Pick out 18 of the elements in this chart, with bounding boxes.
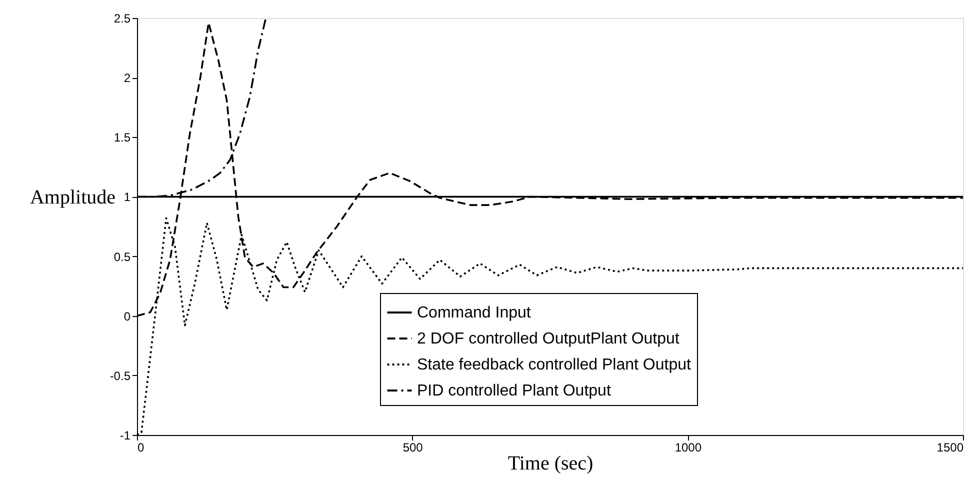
legend-label: Command Input xyxy=(417,304,532,322)
y-tick-label: 0.5 xyxy=(114,250,131,264)
y-tick-label: -0.5 xyxy=(110,368,131,383)
y-tick-label: 2.5 xyxy=(114,12,131,26)
x-tick-label: 1000 xyxy=(674,440,702,454)
y-tick-label: 1.5 xyxy=(114,130,131,145)
x-tick-label: 1500 xyxy=(936,440,964,454)
y-tick-label: 0 xyxy=(124,309,131,324)
x-tick-label: 0 xyxy=(138,440,144,454)
legend-label: PID controlled Plant Output xyxy=(417,382,612,400)
y-tick-label: 2 xyxy=(124,71,131,86)
legend-label: State feedback controlled Plant Output xyxy=(417,356,692,374)
y-tick-label: -1 xyxy=(120,428,131,442)
y-axis-title: Amplitude xyxy=(30,186,116,208)
x-tick-label: 500 xyxy=(402,440,424,454)
legend-label: 2 DOF controlled OutputPlant Output xyxy=(417,330,680,348)
x-axis-title: Time (sec) xyxy=(508,452,594,474)
y-tick-label: 1 xyxy=(124,190,131,204)
